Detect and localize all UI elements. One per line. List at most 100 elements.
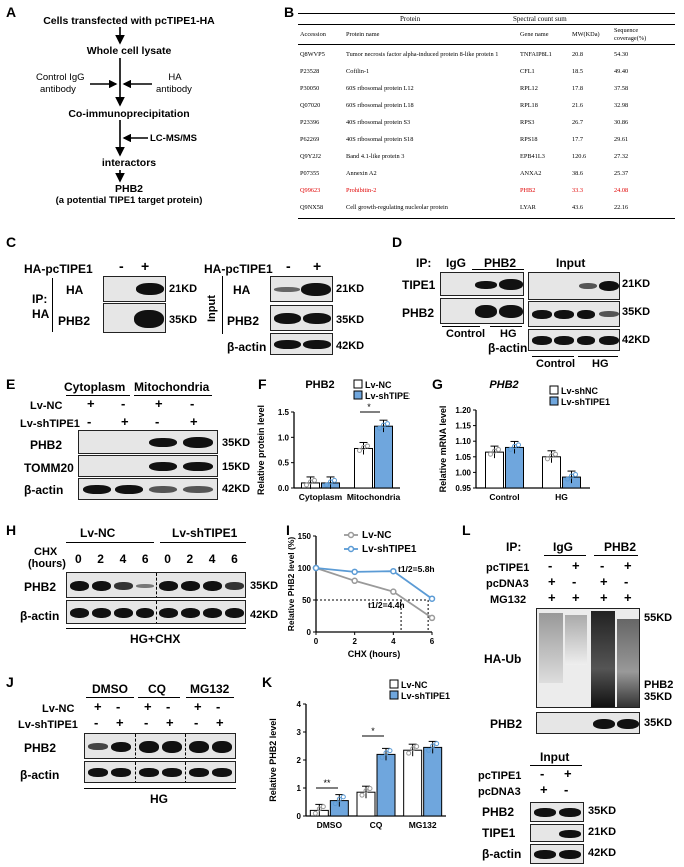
chart-i: 0 50 100 150 0 2 4 6 CHX (hours) Relative PHB2 le… (286, 530, 436, 659)
table-header-row: Accession Protein name Gene name MW(KDa)… (298, 26, 675, 43)
table-cell: 37.58 (614, 85, 629, 92)
j-mg132-line (186, 697, 234, 698)
c-ip-bracket (52, 278, 53, 332)
x-tick-label: Control (489, 492, 519, 502)
d-control-label: Control (446, 328, 486, 340)
table-cell: P62269 (300, 136, 320, 143)
x-tick-label: Mitochondria (347, 492, 401, 502)
table-cell: 33.3 (572, 187, 584, 194)
table-cell: PHB2 (520, 187, 536, 194)
j-sign: + (166, 715, 174, 730)
th-coverage: Sequence coverage(%) (614, 26, 647, 42)
l-input-pctipe1-label: pcTIPE1 (478, 770, 522, 782)
x-tick-label: MG132 (409, 820, 437, 830)
table-row: Q9NX58 Cell growth-regulating nucleolar p… (298, 199, 675, 216)
panel-label-l: L (462, 522, 471, 538)
table-cell: P23528 (300, 68, 320, 75)
flow-cells: Cells transfected with pcTIPE1-HA (43, 15, 215, 27)
data-point (496, 447, 501, 453)
y-tick-label: 0 (297, 812, 302, 821)
mass-spec-table-body: Q8WVP5 Tumor necrosis factor alpha-induce… (298, 46, 675, 216)
panel-label-g: G (432, 376, 443, 392)
table-row: P62269 40S ribosomal protein S18 RPS18 17.7… (298, 131, 675, 148)
e-phb2-label: PHB2 (30, 438, 63, 452)
e-mito-line (134, 395, 212, 396)
table-cell: 27.32 (614, 153, 629, 160)
d-input-control-label: Control (536, 358, 576, 370)
l-sign: - (624, 574, 629, 589)
j-sign: - (116, 699, 121, 714)
e-blot-tomm20 (78, 455, 218, 477)
d-hg-line (490, 326, 522, 327)
j-cq-line (138, 697, 180, 698)
l-phb2-label: PHB2 (604, 540, 637, 554)
data-point (312, 564, 320, 572)
data-point (434, 741, 440, 747)
c-ip-ha-label: HA (32, 307, 50, 321)
c-phb2-row-label: PHB2 (58, 314, 91, 328)
l-input-kd42: 42KD (588, 847, 617, 859)
e-lvsh-label: Lv-shTIPE1 (20, 418, 80, 430)
panel-label-f: F (258, 376, 267, 392)
table-cell: Band 4.1-like protein 3 (346, 153, 405, 160)
h-time-label: 6 (231, 552, 238, 566)
j-lvsh-label: Lv-shTIPE1 (18, 719, 78, 731)
c-input-bactin-label: β-actin (227, 340, 267, 354)
y-tick-label: 1.15 (455, 422, 471, 431)
data-point (361, 444, 366, 450)
table-cell: CFL1 (520, 68, 535, 75)
table-cell: ANXA2 (520, 170, 542, 177)
d-phb2-label: PHB2 (484, 256, 517, 270)
legend-swatch (389, 679, 399, 689)
d-ip-blot-tipe1 (440, 272, 524, 296)
l-input-sign: + (540, 782, 548, 797)
l-input-sign: + (564, 766, 572, 781)
l-igg-line (544, 555, 586, 556)
d-ip-blot-phb2 (440, 298, 524, 324)
l-input-line (530, 765, 582, 766)
legend-label: Lv-shTIPE1 (362, 544, 417, 555)
h-lvsh-line (160, 542, 246, 543)
h-lvsh-label: Lv-shTIPE1 (172, 526, 238, 540)
y-tick-label: 1.05 (455, 453, 471, 462)
table-row: Q8WVP5 Tumor necrosis factor alpha-induce… (298, 46, 675, 63)
flow-ha-antibody: antibody (156, 84, 192, 95)
d-control-line (442, 326, 480, 327)
legend-swatch (389, 690, 399, 700)
table-cell: P23396 (300, 119, 320, 126)
c-input-blot-ha (270, 276, 333, 302)
y-tick-label: 150 (298, 532, 312, 541)
c-input-ha-pctipe1-label: HA-pcTIPE1 (204, 262, 273, 276)
table-cell: 24.08 (614, 187, 629, 194)
data-point (316, 806, 322, 812)
y-tick-label: 1 (297, 784, 302, 793)
legend-label: Lv-NC (401, 680, 428, 690)
x-tick-label: 4 (391, 637, 396, 646)
l-input-kd21: 21KD (588, 826, 617, 838)
table-cell: P30050 (300, 85, 320, 92)
j-phb2-label: PHB2 (24, 741, 57, 755)
th-accession: Accession (300, 31, 326, 38)
data-point (336, 796, 342, 802)
table-cell: 32.98 (614, 102, 629, 109)
table-cell: 20.8 (572, 51, 584, 58)
table-cell: 49.40 (614, 68, 629, 75)
data-point (488, 451, 493, 457)
y-tick-label: 3 (297, 728, 302, 737)
table-row: Q99623 Prohibitin-2 PHB2 33.3 24.08 (298, 182, 675, 199)
c-kd21: 21KD (169, 283, 198, 295)
y-tick-label: 1.10 (455, 437, 471, 446)
h-time-label: 2 (97, 552, 104, 566)
d-tipe1-label: TIPE1 (402, 278, 436, 292)
panel-label-i: I (286, 522, 290, 538)
l-haub-label: HA-Ub (484, 652, 522, 666)
y-axis-label: Relative mRNA level (438, 406, 448, 493)
table-cell: 60S ribosomal protein L18 (346, 102, 414, 109)
e-bactin-label: β-actin (24, 483, 64, 497)
x-axis-label: CHX (hours) (348, 649, 401, 659)
e-blot-phb2 (78, 430, 218, 454)
table-cell: 29.61 (614, 136, 629, 143)
e-sign: - (87, 414, 92, 429)
l-sign: + (600, 574, 608, 589)
d-ip-label: IP: (416, 256, 432, 270)
